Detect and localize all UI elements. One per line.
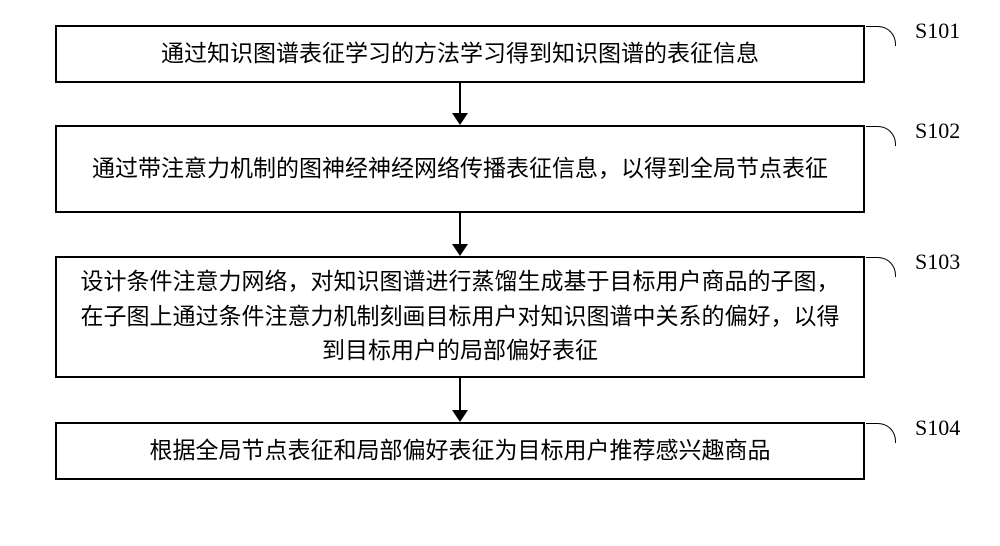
step-label-s103: S103 [915,249,960,275]
connector-s103-s104 [452,378,468,422]
step-box-s104: 根据全局节点表征和局部偏好表征为目标用户推荐感兴趣商品 [55,422,865,480]
label-curve-s104 [866,423,896,443]
step-box-s102: 通过带注意力机制的图神经神经网络传播表征信息，以得到全局节点表征 [55,125,865,213]
flowchart-container: 通过知识图谱表征学习的方法学习得到知识图谱的表征信息 S101 通过带注意力机制… [0,0,1000,546]
label-curve-s101 [866,26,896,46]
step-text-s103: 设计条件注意力网络，对知识图谱进行蒸馏生成基于目标用户商品的子图，在子图上通过条… [77,265,843,369]
connector-s101-s102 [452,83,468,125]
step-text-s101: 通过知识图谱表征学习的方法学习得到知识图谱的表征信息 [161,37,759,72]
step-label-s104: S104 [915,415,960,441]
step-box-s101: 通过知识图谱表征学习的方法学习得到知识图谱的表征信息 [55,25,865,83]
label-curve-s102 [866,126,896,146]
connector-s102-s103 [452,213,468,256]
step-label-s102: S102 [915,118,960,144]
label-curve-s103 [866,257,896,277]
step-text-s104: 根据全局节点表征和局部偏好表征为目标用户推荐感兴趣商品 [150,434,771,469]
step-box-s103: 设计条件注意力网络，对知识图谱进行蒸馏生成基于目标用户商品的子图，在子图上通过条… [55,256,865,378]
step-label-s101: S101 [915,18,960,44]
step-text-s102: 通过带注意力机制的图神经神经网络传播表征信息，以得到全局节点表征 [92,152,828,187]
